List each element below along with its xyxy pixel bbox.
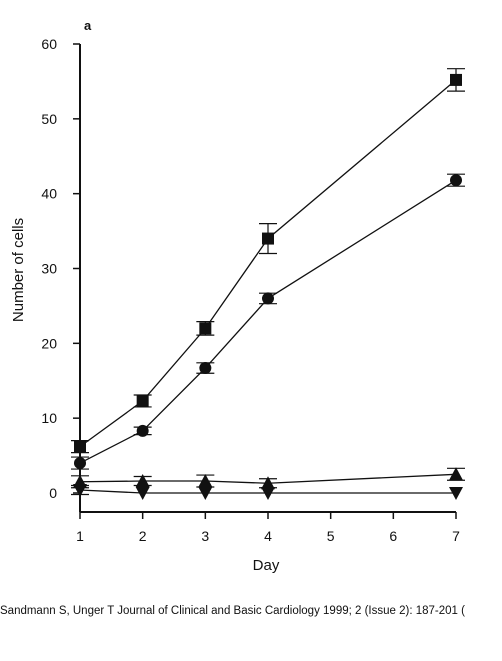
y-tick-label: 50: [41, 111, 57, 127]
series-line-circle: [79, 179, 457, 464]
panel-label: a: [84, 18, 92, 33]
x-tick-label: 4: [264, 528, 272, 544]
x-tick-label: 5: [327, 528, 335, 544]
marker-circle: [450, 174, 462, 187]
marker-square: [74, 440, 86, 453]
marker-square: [450, 73, 462, 86]
marker-triangle-up: [135, 474, 150, 488]
marker-circle: [74, 457, 86, 470]
y-tick-label: 40: [41, 186, 57, 202]
x-axis-title: Day: [253, 557, 280, 574]
marker-square: [262, 232, 274, 245]
x-tick-label: 7: [452, 528, 460, 544]
y-tick-label: 0: [49, 485, 57, 501]
x-tick-label: 2: [139, 528, 147, 544]
marker-triangle-down: [135, 487, 150, 500]
marker-triangle-up: [198, 474, 213, 488]
series-lines: [79, 79, 457, 494]
marker-square: [199, 322, 212, 335]
y-tick-label: 60: [41, 36, 57, 52]
y-tick-label: 20: [41, 335, 57, 351]
marker-circle: [136, 424, 149, 437]
marker-triangle-down: [198, 487, 213, 500]
series-line-square: [79, 79, 457, 448]
citation-text: Sandmann S, Unger T Journal of Clinical …: [0, 605, 465, 617]
y-axis-title: Number of cells: [10, 218, 27, 322]
x-tick-label: 6: [389, 528, 397, 544]
marker-triangle-down: [73, 484, 87, 498]
cell-count-chart: a 0 10 20 30 40 50 60 1 2 3 4 5 6 7 Day Number of cel…: [10, 18, 465, 574]
marker-circle: [199, 362, 212, 375]
x-tick-label: 1: [76, 528, 84, 544]
marker-triangle-up: [449, 467, 463, 481]
marker-triangle-up: [261, 476, 275, 490]
marker-triangle-down: [449, 487, 463, 500]
x-tick-label: 3: [201, 528, 209, 544]
error-bars: [71, 68, 465, 496]
y-tick-label: 30: [41, 261, 57, 277]
marker-circle: [262, 292, 274, 305]
axes: 0 10 20 30 40 50 60 1 2 3 4 5 6 7: [41, 36, 460, 544]
marker-triangle-down: [261, 487, 275, 500]
y-tick-label: 10: [41, 410, 57, 426]
data-markers: [73, 73, 463, 500]
marker-square: [136, 394, 149, 407]
